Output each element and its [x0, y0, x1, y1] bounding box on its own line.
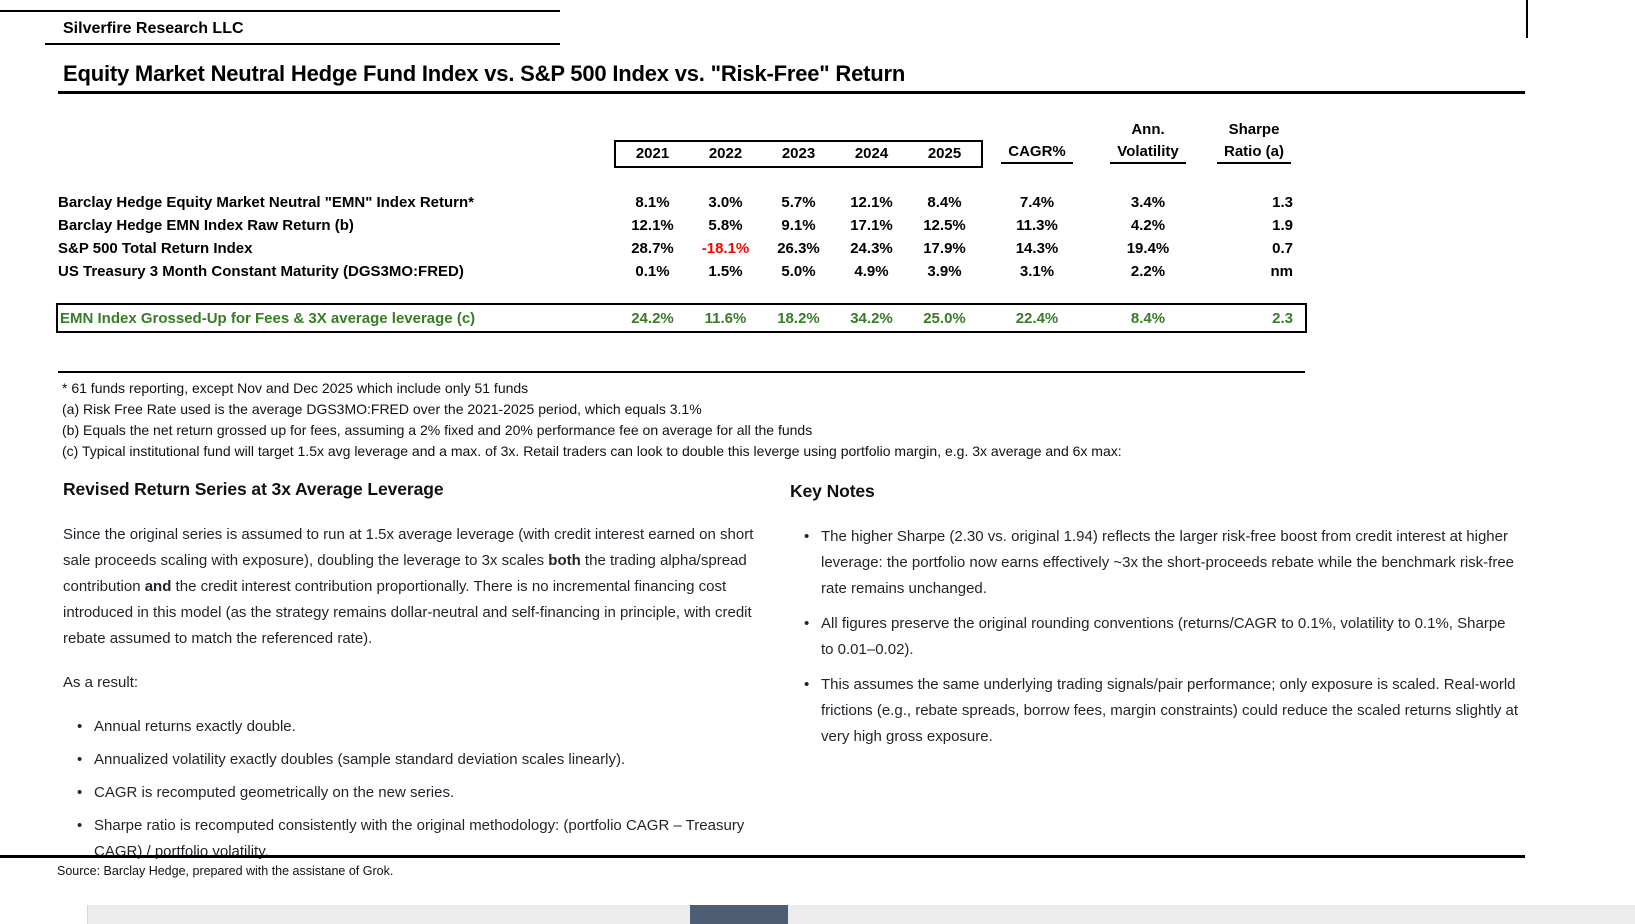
paragraph: As a result: [63, 674, 139, 691]
table-cell: 18.2% [777, 309, 820, 327]
table-cell-negative: -18.1% [701, 240, 750, 257]
table-cell: 34.2% [850, 309, 893, 327]
returns-table: Ann. Sharpe 2021 2022 2023 2024 2025 CAG… [58, 118, 1305, 283]
company-underline [45, 43, 560, 45]
list-item: All figures preserve the original roundi… [790, 611, 1522, 663]
table-cell: 12.5% [923, 217, 966, 234]
table-cell: 4.2% [1130, 217, 1166, 234]
year-header-box [614, 140, 983, 168]
table-cell: 12.1% [850, 194, 893, 211]
table-header-row-2: 2021 2022 2023 2024 2025 CAGR% Volatilit… [58, 140, 1305, 167]
table-cell: 11.6% [704, 309, 747, 327]
section-key-notes: Key Notes The higher Sharpe (2.30 vs. or… [790, 478, 1522, 757]
table-cell: 25.0% [923, 309, 966, 327]
footnote: * 61 funds reporting, except Nov and Dec… [62, 380, 529, 396]
paragraph: Since the original series is assumed to … [63, 526, 754, 647]
table-cell: 24.2% [631, 309, 674, 327]
footnote: (a) Risk Free Rate used is the average D… [62, 401, 702, 417]
table-cell: 2.3 [1272, 309, 1293, 327]
table-cell: 3.0% [708, 194, 743, 211]
table-row: Barclay Hedge EMN Index Raw Return (b) 1… [58, 214, 1305, 237]
year-header: 2025 [927, 145, 962, 162]
footnotes: * 61 funds reporting, except Nov and Dec… [62, 378, 1122, 462]
table-cell: 12.1% [631, 217, 674, 234]
table-cell: 7.4% [1019, 194, 1055, 211]
horizontal-scrollbar[interactable] [0, 905, 1635, 924]
row-label: S&P 500 Total Return Index [58, 240, 253, 257]
table-cell: 26.3% [777, 240, 820, 257]
table-cell: 5.8% [708, 217, 743, 234]
sharpe-header-line2: Ratio (a) [1203, 143, 1305, 164]
table-cell: 5.7% [781, 194, 816, 211]
table-header-row-1: Ann. Sharpe [58, 118, 1305, 140]
bottom-rule [0, 855, 1525, 858]
table-cell: 8.4% [927, 194, 962, 211]
table-cell: 28.7% [631, 240, 674, 257]
section-revised-series: Revised Return Series at 3x Average Leve… [63, 476, 785, 872]
footnote: (b) Equals the net return grossed up for… [62, 422, 813, 438]
table-cell: 22.4% [1015, 309, 1059, 327]
table-cell: 1.5% [708, 263, 743, 280]
list-item: This assumes the same underlying trading… [790, 672, 1522, 750]
year-header: 2023 [781, 145, 816, 162]
section-heading: Revised Return Series at 3x Average Leve… [63, 479, 444, 499]
footnote: (c) Typical institutional fund will targ… [62, 443, 1122, 459]
list-item: Annual returns exactly double. [63, 714, 785, 740]
footnote-rule [58, 371, 1305, 373]
table-cell: 0.7 [1272, 240, 1293, 257]
table-cell: 2.2% [1130, 263, 1166, 280]
table-cell: 3.4% [1130, 194, 1166, 211]
page-edge-line [1526, 0, 1528, 38]
year-header: 2021 [635, 145, 670, 162]
table-cell: 19.4% [1126, 240, 1170, 257]
table-cell: 1.3 [1272, 194, 1293, 211]
title-underline [58, 91, 1525, 94]
row-label: Barclay Hedge EMN Index Raw Return (b) [58, 217, 354, 234]
vol-header-line2: Volatility [1093, 143, 1203, 164]
page-title: Equity Market Neutral Hedge Fund Index v… [63, 61, 906, 86]
result-bullet-list: Annual returns exactly double. Annualize… [63, 714, 785, 865]
highlight-row-label: EMN Index Grossed-Up for Fees & 3X avera… [60, 309, 476, 327]
table-cell: 8.4% [1130, 309, 1166, 327]
table-cell: 8.1% [635, 194, 670, 211]
scrollbar-thumb[interactable] [690, 905, 788, 924]
row-label: Barclay Hedge Equity Market Neutral "EMN… [58, 194, 474, 211]
year-header: 2024 [854, 145, 889, 162]
table-cell: 3.9% [927, 263, 962, 280]
company-name: Silverfire Research LLC [63, 20, 244, 37]
table-row: Barclay Hedge Equity Market Neutral "EMN… [58, 191, 1305, 214]
list-item: The higher Sharpe (2.30 vs. original 1.9… [790, 524, 1522, 602]
table-cell: 17.9% [923, 240, 966, 257]
table-cell: 24.3% [850, 240, 893, 257]
table-cell: 3.1% [1019, 263, 1055, 280]
source-line: Source: Barclay Hedge, prepared with the… [57, 864, 394, 878]
key-notes-bullet-list: The higher Sharpe (2.30 vs. original 1.9… [790, 524, 1522, 750]
table-cell: 11.3% [1016, 217, 1058, 234]
sharpe-header-line1: Sharpe [1228, 120, 1280, 138]
table-cell: 17.1% [850, 217, 893, 234]
highlight-row: EMN Index Grossed-Up for Fees & 3X avera… [56, 303, 1307, 333]
table-cell: 14.3% [1015, 240, 1059, 257]
row-label: US Treasury 3 Month Constant Maturity (D… [58, 263, 464, 280]
table-spacer-row [58, 167, 1305, 191]
table-cell: nm [1270, 263, 1294, 280]
table-cell: 9.1% [781, 217, 816, 234]
table-row: US Treasury 3 Month Constant Maturity (D… [58, 260, 1305, 283]
table-cell: 5.0% [781, 263, 816, 280]
list-item: CAGR is recomputed geometrically on the … [63, 780, 785, 806]
top-rule [0, 10, 560, 12]
list-item: Annualized volatility exactly doubles (s… [63, 747, 785, 773]
table-cell: 4.9% [854, 263, 889, 280]
table-row: S&P 500 Total Return Index 28.7% -18.1% … [58, 237, 1305, 260]
table-cell: 1.9 [1272, 217, 1293, 234]
vol-header-line1: Ann. [1131, 120, 1165, 138]
scrollbar-corner [0, 905, 88, 924]
table-cell: 0.1% [635, 263, 670, 280]
cagr-header: CAGR% [981, 143, 1093, 164]
section-heading: Key Notes [790, 481, 875, 501]
year-header: 2022 [708, 145, 743, 162]
